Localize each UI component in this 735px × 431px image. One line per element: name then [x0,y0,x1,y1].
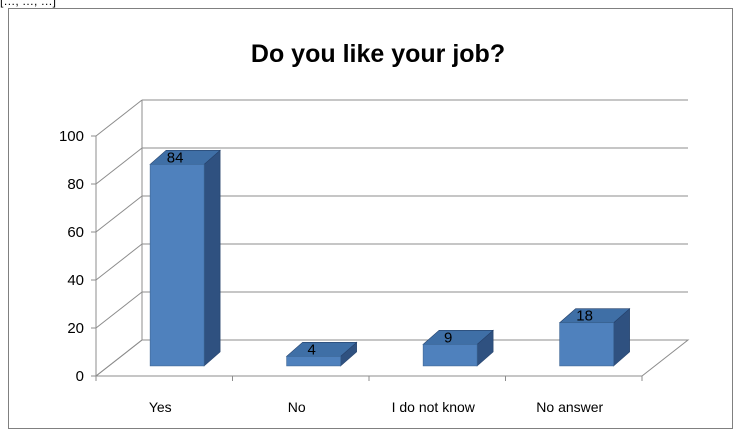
y-tick-label: 20 [67,320,84,337]
x-tick-label: No answer [536,399,603,415]
corner-caption: […, …, …] [0,0,57,8]
axes [91,100,690,381]
gridline-side [95,291,143,329]
bar-front [149,164,205,367]
y-tick-label: 40 [67,272,84,289]
y-tick-label: 0 [76,368,84,385]
data-label: 84 [167,149,184,166]
y-tick-label: 60 [67,224,84,241]
data-label: 9 [444,329,452,346]
bar-side [203,149,221,367]
gridline-side [95,195,143,233]
bar-front [422,344,478,367]
bar-no [285,341,358,367]
gridline-side [95,99,143,137]
bar-i-do-not-know [422,329,494,367]
chart-floor [94,339,690,377]
gridline-side [95,243,143,281]
bar-no-answer [558,308,631,367]
data-label: 18 [576,308,593,325]
data-label: 4 [307,341,315,358]
x-tick-label: Yes [149,399,172,415]
bar-front [559,322,614,367]
y-tick-label: 80 [67,176,84,193]
x-tick-label: I do not know [392,399,476,415]
bars [149,149,631,367]
bar-front [286,356,341,367]
gridline-side [95,147,143,185]
labels: 0 20 40 60 80 100 84 Yes 4 No 9 I do not know 18 No a… [59,128,604,415]
x-tick-label: No [288,399,306,415]
bar-yes [149,149,221,367]
chart-title: Do you like your job? [251,40,505,68]
y-tick-label: 100 [59,128,84,145]
